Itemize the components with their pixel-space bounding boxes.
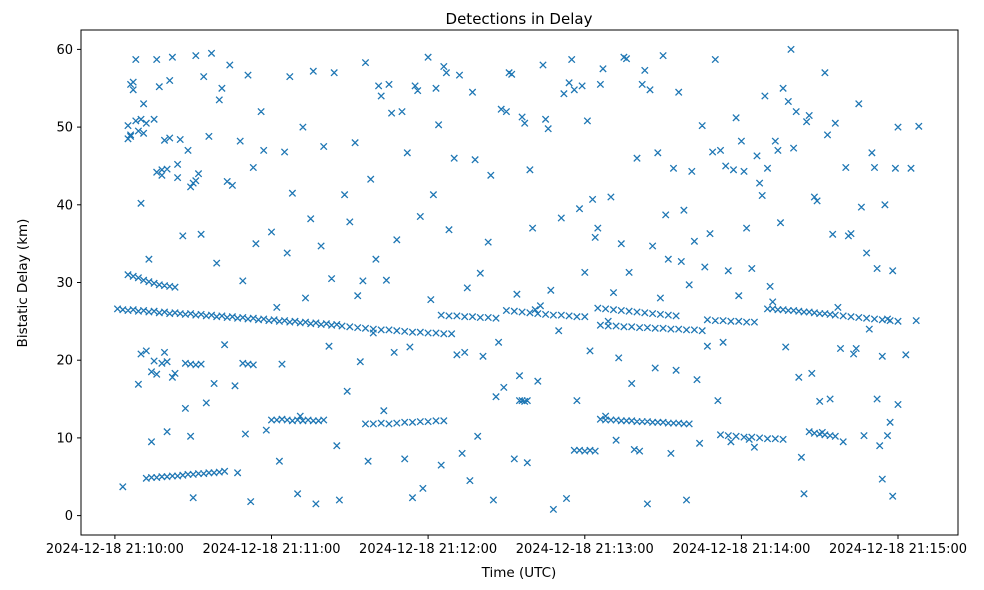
axes-spines <box>80 29 959 536</box>
y-tick-label: 40 <box>56 198 73 213</box>
chart-title: Detections in Delay <box>446 10 593 28</box>
y-tick-label: 60 <box>56 43 73 58</box>
scatter-markers <box>113 45 923 514</box>
y-tick-label: 30 <box>56 276 73 291</box>
y-tick-label: 50 <box>56 121 73 136</box>
x-tick-label: 2024-12-18 21:10:00 <box>46 542 184 557</box>
y-tick-label: 20 <box>56 354 73 369</box>
y-tick-label: 10 <box>56 431 73 446</box>
y-tick-label: 0 <box>65 509 73 524</box>
x-tick-label: 2024-12-18 21:15:00 <box>829 542 967 557</box>
x-axis-label: Time (UTC) <box>481 565 557 581</box>
plot-area: 2024-12-18 21:10:00 2024-12-18 21:11:00 20… <box>46 29 967 557</box>
x-tick-label: 2024-12-18 21:13:00 <box>516 542 654 557</box>
x-tick-label: 2024-12-18 21:14:00 <box>672 542 810 557</box>
x-tick-label: 2024-12-18 21:12:00 <box>359 542 497 557</box>
y-axis-label: Bistatic Delay (km) <box>15 219 31 348</box>
x-tick-label: 2024-12-18 21:11:00 <box>202 542 340 557</box>
